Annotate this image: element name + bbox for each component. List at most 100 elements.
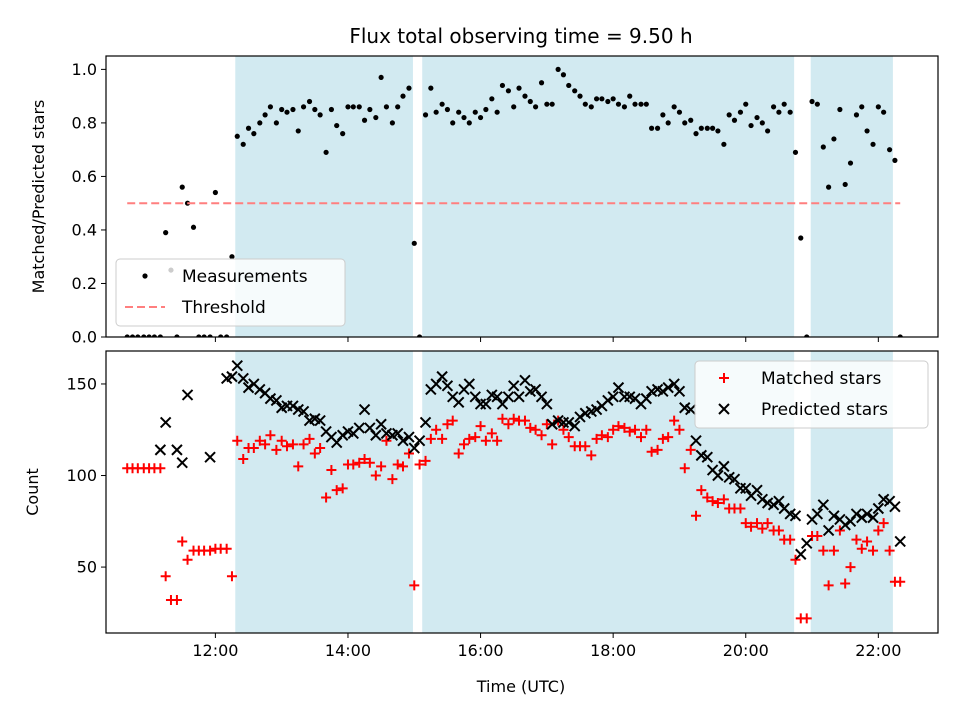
- predicted-star-marker: [403, 431, 415, 443]
- matched-star-marker: [530, 424, 541, 435]
- measurement-point: [505, 88, 512, 94]
- y-tick-label: 150: [66, 374, 97, 393]
- matched-star-marker: [177, 536, 188, 547]
- matched-star-marker: [707, 496, 718, 507]
- measurement-point: [300, 104, 307, 110]
- matched-star-marker: [160, 571, 171, 582]
- measurement-point: [737, 109, 744, 115]
- y-tick-label: 0.4: [72, 220, 97, 239]
- y-tick-label: 0.2: [72, 274, 97, 293]
- measurement-point: [439, 101, 445, 107]
- measurement-point: [361, 117, 368, 123]
- matched-star-marker: [281, 441, 292, 452]
- matched-star-marker: [287, 439, 298, 450]
- matched-star-marker: [525, 422, 536, 433]
- predicted-star-marker: [861, 508, 873, 520]
- measurement-point: [765, 128, 771, 134]
- predicted-star-marker: [850, 508, 863, 520]
- matched-star-marker: [238, 454, 249, 465]
- predicted-star-marker: [640, 392, 653, 405]
- matched-star-marker: [376, 461, 387, 472]
- measurement-point: [141, 334, 147, 337]
- measurement-point: [792, 149, 799, 155]
- predicted-star-marker: [287, 400, 299, 412]
- matched-star-marker: [508, 413, 519, 424]
- matched-star-marker: [762, 518, 773, 529]
- measurement-point: [433, 109, 439, 115]
- predicted-star-marker: [795, 548, 807, 560]
- measurement-point: [875, 104, 881, 110]
- predicted-star-marker: [491, 391, 503, 403]
- measurement-point: [406, 85, 412, 91]
- count-panel: 50 100 150 12:00 14:00 16:00 18:00 20:00 22:00 Co…: [23, 350, 939, 660]
- measurement-point: [466, 120, 472, 126]
- predicted-star-marker: [828, 510, 840, 522]
- measurement-point: [887, 147, 893, 153]
- matched-star-marker: [470, 432, 481, 443]
- measurement-point: [726, 112, 732, 118]
- matched-star-marker: [315, 443, 326, 454]
- measurement-point: [461, 114, 467, 121]
- predicted-star-marker: [314, 414, 326, 427]
- x-tick-label: 18:00: [590, 641, 636, 660]
- matched-star-marker: [271, 444, 282, 455]
- predicted-star-marker: [535, 391, 548, 403]
- matched-star-marker: [834, 525, 845, 536]
- matched-star-marker: [878, 518, 889, 529]
- measurement-point: [284, 109, 290, 115]
- predicted-star-marker: [789, 510, 802, 522]
- measurement-point: [693, 131, 699, 137]
- matched-star-marker: [331, 485, 342, 496]
- legend: Measurements Threshold: [115, 258, 346, 327]
- matched-star-marker: [232, 435, 243, 446]
- series-measurements: [124, 66, 903, 337]
- legend-x-icon: [718, 403, 730, 415]
- matched-star-marker: [630, 424, 641, 435]
- predicted-star-marker: [607, 391, 619, 403]
- matched-star-marker: [205, 545, 216, 556]
- measurement-point: [665, 120, 671, 126]
- predicted-star-marker: [889, 500, 901, 513]
- matched-star-marker: [276, 435, 287, 446]
- matched-star-marker: [293, 461, 304, 472]
- matched-star-marker: [387, 474, 398, 485]
- matched-star-marker: [624, 426, 635, 437]
- observing-window: [422, 56, 795, 337]
- matched-star-marker: [403, 448, 414, 459]
- predicted-star-marker: [159, 416, 172, 429]
- measurement-point: [643, 101, 649, 107]
- predicted-star-marker: [441, 380, 454, 392]
- measurement-point: [605, 98, 611, 105]
- matched-star-marker: [437, 433, 448, 444]
- predicted-star-marker: [894, 535, 906, 548]
- measurement-point: [698, 125, 704, 131]
- predicted-star-marker: [408, 442, 420, 454]
- matched-star-marker: [657, 433, 668, 444]
- predicted-star-marker: [712, 469, 724, 482]
- predicted-star-marker: [685, 403, 697, 416]
- matched-star-marker: [884, 545, 895, 556]
- measurement-point: [416, 334, 423, 337]
- matched-star-marker: [182, 554, 193, 565]
- matched-star-marker: [398, 461, 409, 472]
- matched-star-marker: [845, 562, 856, 573]
- measurement-point: [306, 98, 313, 105]
- measurement-point: [317, 112, 323, 118]
- measurement-point: [715, 128, 721, 134]
- measurement-point: [560, 72, 567, 78]
- matched-star-marker: [773, 525, 784, 536]
- measurement-point: [477, 114, 484, 121]
- matched-star-marker: [420, 455, 431, 466]
- matched-star-marker: [431, 424, 442, 435]
- measurement-point: [207, 334, 213, 337]
- predicted-star-marker: [728, 473, 741, 485]
- predicted-star-marker: [419, 416, 432, 429]
- predicted-star-marker: [254, 383, 266, 396]
- matched-star-marker: [519, 415, 530, 426]
- matched-star-marker: [309, 448, 320, 459]
- predicted-star-marker: [508, 380, 520, 392]
- measurement-point: [621, 104, 628, 110]
- matched-star-marker: [221, 543, 232, 554]
- matched-star-marker: [298, 439, 309, 450]
